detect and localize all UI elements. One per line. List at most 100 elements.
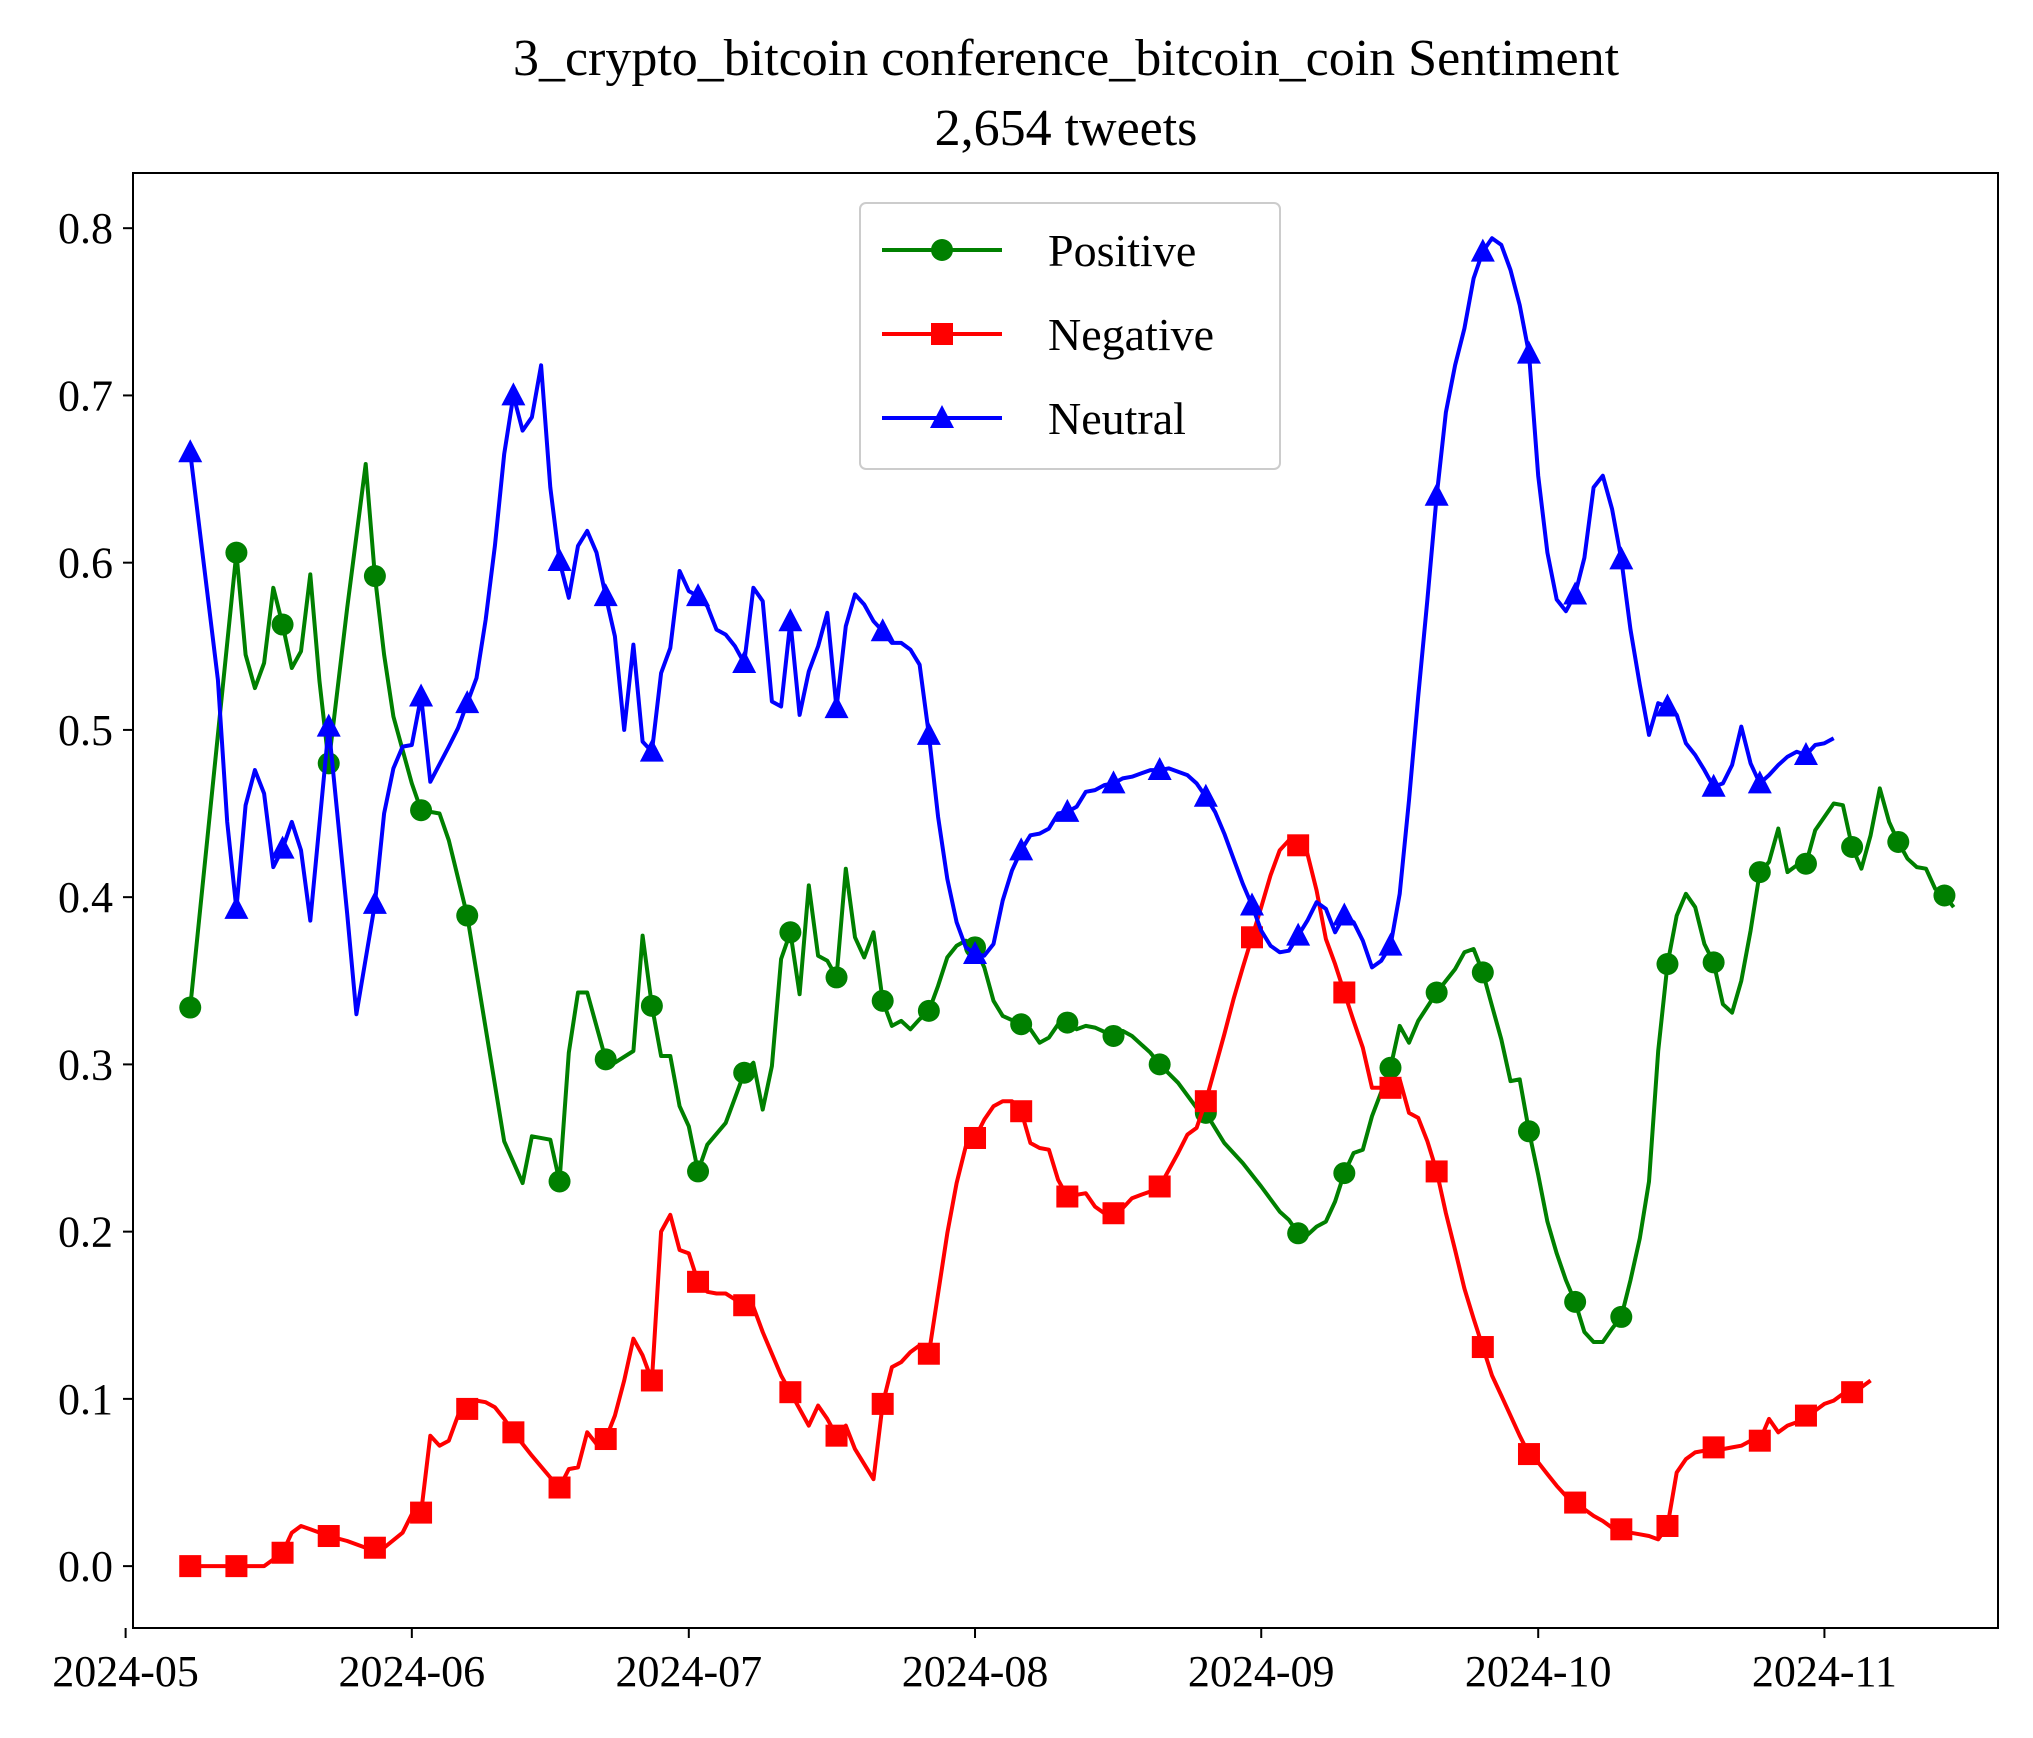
data-point-negative <box>1379 1076 1402 1099</box>
data-point-neutral <box>1747 770 1772 794</box>
data-point-neutral <box>501 382 526 406</box>
y-tick-label: 0.6 <box>58 539 113 588</box>
data-point-positive <box>1933 884 1956 907</box>
y-tick-label: 0.7 <box>58 371 113 420</box>
data-point-neutral <box>547 548 572 571</box>
data-point-negative <box>1841 1381 1864 1404</box>
data-point-negative <box>733 1294 756 1317</box>
data-point-positive <box>548 1170 571 1193</box>
data-point-neutral <box>1193 783 1218 807</box>
data-point-positive <box>1748 861 1771 884</box>
legend-box <box>859 202 1281 470</box>
data-point-neutral <box>316 713 341 737</box>
data-point-neutral <box>732 650 757 674</box>
data-point-negative <box>594 1428 617 1451</box>
data-point-positive <box>1056 1011 1079 1034</box>
data-point-positive <box>594 1048 617 1071</box>
legend-entry-neutral: Neutral <box>882 393 1186 444</box>
series-neutral <box>178 236 1835 1017</box>
data-point-positive <box>1471 961 1494 984</box>
data-point-positive <box>1702 951 1725 974</box>
data-point-negative <box>456 1397 479 1420</box>
data-point-neutral <box>362 890 387 914</box>
data-point-positive <box>1517 1120 1540 1143</box>
data-point-neutral <box>1793 742 1818 765</box>
data-point-positive <box>1610 1305 1633 1328</box>
data-point-neutral <box>1701 773 1726 797</box>
data-point-negative <box>1287 834 1310 857</box>
series-negative <box>179 834 1872 1578</box>
data-point-neutral <box>1516 340 1541 364</box>
data-point-neutral <box>916 721 941 745</box>
data-point-negative <box>687 1270 710 1293</box>
data-point-negative <box>640 1369 663 1392</box>
data-point-negative <box>964 1126 987 1149</box>
data-point-neutral <box>1424 482 1449 506</box>
data-point-neutral <box>1147 757 1172 781</box>
data-point-negative <box>1194 1090 1217 1113</box>
x-tick-label: 2024-07 <box>615 1647 762 1696</box>
data-point-negative <box>871 1392 894 1415</box>
legend-label-positive: Positive <box>1048 225 1196 276</box>
data-point-positive <box>317 752 340 775</box>
series-layer <box>178 236 1956 1578</box>
data-point-neutral <box>455 690 480 714</box>
y-tick-label: 0.0 <box>58 1542 113 1591</box>
data-point-negative <box>1794 1404 1817 1427</box>
legend-label-neutral: Neutral <box>1048 393 1186 444</box>
data-point-neutral <box>593 583 618 607</box>
data-point-positive <box>1425 981 1448 1004</box>
data-point-negative <box>179 1555 202 1578</box>
data-point-positive <box>456 904 479 927</box>
series-positive <box>179 462 1956 1344</box>
data-point-negative <box>502 1421 525 1444</box>
data-point-neutral <box>824 695 849 719</box>
data-point-positive <box>733 1061 756 1084</box>
data-point-neutral <box>1470 238 1495 262</box>
data-point-negative <box>271 1541 294 1564</box>
data-point-neutral <box>224 895 249 919</box>
data-point-negative <box>1333 981 1356 1004</box>
data-point-positive <box>1102 1024 1125 1047</box>
x-tick-label: 2024-09 <box>1188 1647 1335 1696</box>
data-point-neutral <box>1009 837 1034 861</box>
data-point-neutral <box>1378 932 1403 956</box>
data-point-positive <box>1656 953 1679 976</box>
data-point-negative <box>1702 1436 1725 1459</box>
legend-label-negative: Negative <box>1048 309 1214 360</box>
series-line-neutral <box>188 236 1835 1017</box>
data-point-positive <box>271 613 294 636</box>
y-tick-label: 0.2 <box>58 1208 113 1257</box>
data-point-positive <box>179 996 202 1019</box>
series-line-positive <box>188 462 1956 1344</box>
data-point-positive <box>363 565 386 588</box>
y-tick-label: 0.8 <box>58 204 113 253</box>
data-point-negative <box>1517 1443 1540 1466</box>
data-point-neutral <box>270 835 295 859</box>
x-tick-label: 2024-06 <box>338 1647 485 1696</box>
x-tick-label: 2024-08 <box>902 1647 1049 1696</box>
data-point-positive <box>1887 830 1910 853</box>
chart-title: 3_crypto_bitcoin conference_bitcoin_coin… <box>513 30 1620 87</box>
data-point-positive <box>1841 835 1864 858</box>
data-point-neutral <box>1101 770 1126 794</box>
data-point-negative <box>1010 1100 1033 1123</box>
data-point-negative <box>1056 1185 1079 1208</box>
data-point-negative <box>1425 1160 1448 1183</box>
y-tick-label: 0.5 <box>58 706 113 755</box>
data-point-neutral <box>409 683 434 707</box>
data-point-neutral <box>870 618 895 642</box>
y-tick-label: 0.3 <box>58 1040 113 1089</box>
x-tick-label: 2024-11 <box>1752 1647 1897 1696</box>
data-point-negative <box>1564 1491 1587 1514</box>
data-point-positive <box>640 994 663 1017</box>
data-point-positive <box>687 1160 710 1183</box>
data-point-negative <box>1610 1518 1633 1541</box>
data-point-neutral <box>1655 693 1680 717</box>
legend-marker-negative <box>931 323 953 345</box>
y-tick-label: 0.4 <box>58 873 113 922</box>
legend-entry-negative: Negative <box>882 309 1214 360</box>
data-point-neutral <box>1332 902 1357 926</box>
data-point-negative <box>225 1555 248 1578</box>
data-point-neutral <box>178 439 203 463</box>
